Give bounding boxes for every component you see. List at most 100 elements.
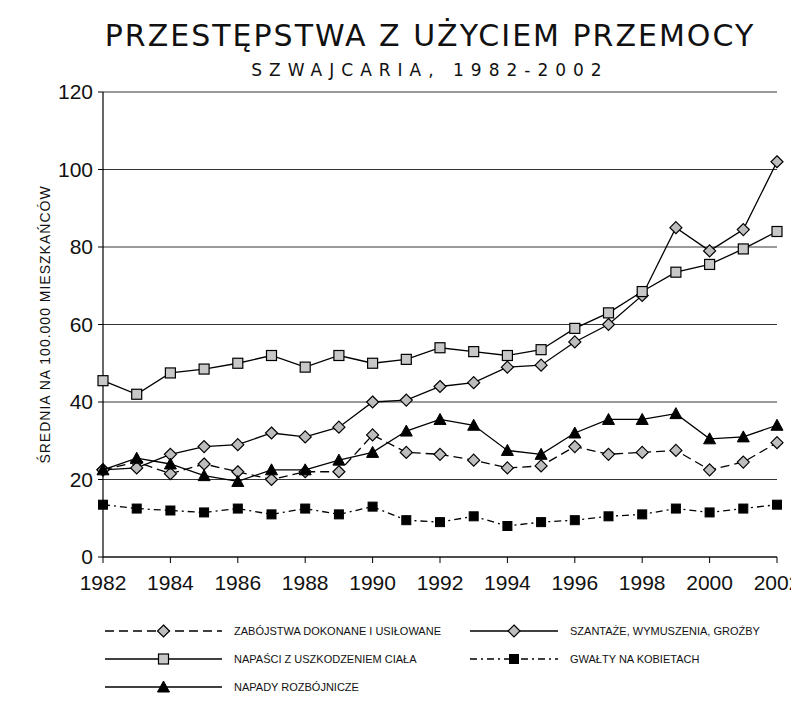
x-tick-label: 1982 <box>80 571 127 594</box>
marker <box>266 464 278 475</box>
legend-label: NAPAŚCI Z USZKODZENIEM CIAŁA <box>234 653 417 665</box>
x-tick-label: 1986 <box>214 571 261 594</box>
marker <box>400 425 412 436</box>
x-tick <box>507 557 508 563</box>
x-tick <box>709 557 710 563</box>
grid-line <box>103 169 777 170</box>
marker <box>773 500 782 509</box>
x-tick-label: 1984 <box>147 571 194 594</box>
legend-marker <box>159 654 169 664</box>
marker <box>636 413 648 424</box>
marker <box>436 518 445 527</box>
series-line <box>103 414 777 482</box>
marker <box>570 516 579 525</box>
x-tick <box>372 557 373 563</box>
grid <box>103 92 777 557</box>
marker <box>737 431 749 442</box>
marker <box>333 454 345 465</box>
marker <box>435 343 445 353</box>
series <box>97 156 783 476</box>
series <box>97 429 783 486</box>
marker <box>670 408 682 419</box>
grid-line <box>103 324 777 325</box>
marker <box>368 358 378 368</box>
x-tick <box>777 557 778 563</box>
legend-item: ZABÓJSTWA DOKONANE I USIŁOWANE <box>105 625 441 637</box>
marker <box>636 446 648 458</box>
legend-item: NAPADY ROZBÓJNICZE <box>105 681 359 693</box>
series-line <box>103 505 777 526</box>
marker <box>400 446 412 458</box>
x-tick <box>305 557 306 563</box>
y-tick <box>98 402 103 403</box>
marker <box>334 351 344 361</box>
marker <box>569 336 581 348</box>
legend-label: SZANTAŻE, WYMUSZENIA, GROŹBY <box>570 625 761 637</box>
marker <box>570 323 580 333</box>
marker <box>502 351 512 361</box>
marker <box>705 259 715 269</box>
marker <box>97 464 109 476</box>
marker <box>501 361 513 373</box>
marker <box>771 437 783 449</box>
legend-item: GWAŁTY NA KOBIETACH <box>470 653 699 665</box>
legend-label: NAPADY ROZBÓJNICZE <box>234 681 359 693</box>
marker <box>771 419 783 430</box>
marker <box>232 439 244 451</box>
marker <box>165 368 175 378</box>
marker <box>299 464 311 475</box>
marker <box>603 448 615 460</box>
marker <box>501 444 513 455</box>
marker <box>97 464 109 475</box>
marker <box>569 441 581 453</box>
marker <box>198 458 210 470</box>
legend-marker <box>158 681 170 692</box>
y-tick-label: 0 <box>81 545 93 568</box>
marker <box>704 433 716 444</box>
y-tick-label: 20 <box>70 468 93 491</box>
y-tick-label: 40 <box>70 390 93 413</box>
series-line <box>103 162 777 470</box>
marker <box>98 376 108 386</box>
marker <box>671 504 680 513</box>
x-tick <box>642 557 643 563</box>
y-tick-label: 60 <box>70 313 93 336</box>
marker <box>199 364 209 374</box>
marker <box>637 287 647 297</box>
y-tick-label: 100 <box>58 158 93 181</box>
x-tick <box>237 557 238 563</box>
grid-line <box>103 402 777 403</box>
marker <box>334 510 343 519</box>
marker <box>704 245 716 257</box>
y-tick-label: 80 <box>70 235 93 258</box>
x-tick <box>574 557 575 563</box>
marker <box>737 224 749 236</box>
marker <box>99 500 108 509</box>
marker <box>705 508 714 517</box>
marker <box>469 347 479 357</box>
x-tick <box>103 557 104 563</box>
legend-marker <box>508 625 520 637</box>
legend-marker <box>510 655 519 664</box>
marker <box>164 458 176 469</box>
marker <box>333 421 345 433</box>
marker <box>434 413 446 424</box>
legend-label: ZABÓJSTWA DOKONANE I USIŁOWANE <box>234 625 441 637</box>
marker <box>233 358 243 368</box>
x-tick-label: 1988 <box>282 571 329 594</box>
marker <box>434 381 446 393</box>
title: PRZESTĘPSTWA Z UŻYCIEM PRZEMOCY <box>105 18 755 53</box>
x-tick-label: 1990 <box>349 571 396 594</box>
y-tick-label: 120 <box>58 80 93 103</box>
marker <box>131 452 143 463</box>
marker <box>503 522 512 531</box>
y-tick <box>98 324 103 325</box>
marker <box>299 431 311 443</box>
marker <box>166 506 175 515</box>
x-tick-label: 1994 <box>484 571 531 594</box>
marker <box>670 222 682 234</box>
legend-label: GWAŁTY NA KOBIETACH <box>570 653 699 665</box>
marker <box>604 512 613 521</box>
marker <box>368 502 377 511</box>
y-tick <box>98 557 103 558</box>
